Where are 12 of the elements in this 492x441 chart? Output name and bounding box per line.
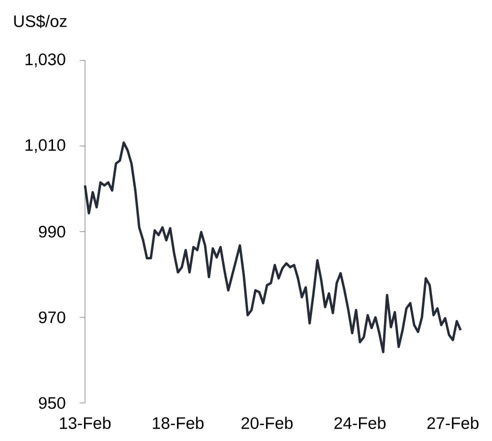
x-tick-label: 18-Feb bbox=[152, 416, 204, 429]
x-tick-label: 24-Feb bbox=[334, 416, 386, 429]
y-tick-label: 1,010 bbox=[26, 139, 66, 153]
y-tick-label: 970 bbox=[38, 311, 66, 324]
x-tick-label: 13-Feb bbox=[60, 416, 111, 429]
y-tick-label: 950 bbox=[38, 397, 66, 409]
y-tick-label: 1,030 bbox=[26, 53, 66, 68]
x-tick-label: 20-Feb bbox=[242, 416, 293, 429]
line-series bbox=[84, 141, 462, 354]
x-tick-label: 27-Feb bbox=[427, 416, 479, 429]
y-axis-title: US$/oz bbox=[14, 14, 67, 28]
y-tick-label: 990 bbox=[38, 226, 66, 238]
